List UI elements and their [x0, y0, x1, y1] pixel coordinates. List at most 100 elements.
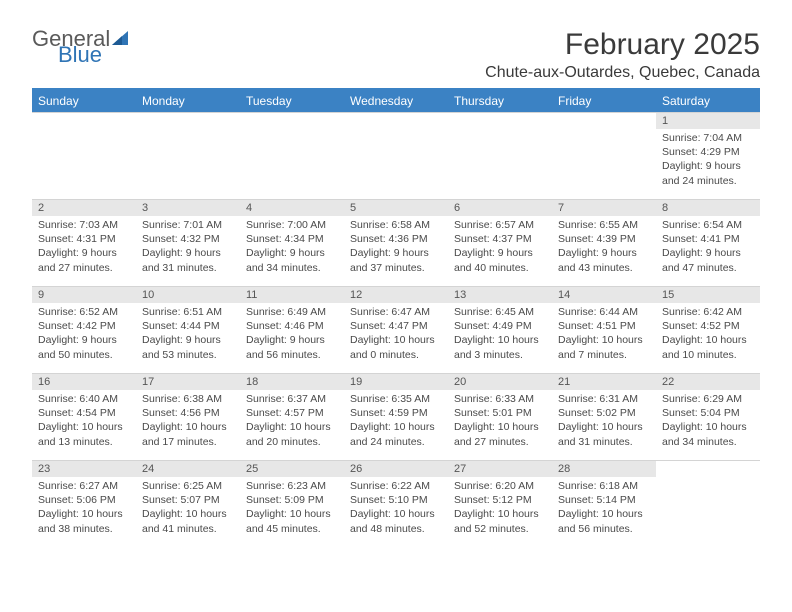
sunset-line: Sunset: 5:02 PM: [558, 406, 650, 420]
sunrise-line: Sunrise: 6:57 AM: [454, 218, 546, 232]
day-detail-cell: Sunrise: 6:27 AMSunset: 5:06 PMDaylight:…: [32, 477, 136, 547]
day-number-cell: 13: [448, 286, 552, 303]
sunset-line: Sunset: 4:29 PM: [662, 145, 754, 159]
day-detail-cell: Sunrise: 7:00 AMSunset: 4:34 PMDaylight:…: [240, 216, 344, 286]
sunrise-line: Sunrise: 6:31 AM: [558, 392, 650, 406]
day-number-cell: [552, 112, 656, 129]
day-detail-cell: Sunrise: 7:04 AMSunset: 4:29 PMDaylight:…: [656, 129, 760, 199]
day-number-cell: 3: [136, 199, 240, 216]
sunrise-line: Sunrise: 6:49 AM: [246, 305, 338, 319]
sunrise-line: Sunrise: 6:51 AM: [142, 305, 234, 319]
day-number-cell: 10: [136, 286, 240, 303]
day-detail-cell: Sunrise: 6:54 AMSunset: 4:41 PMDaylight:…: [656, 216, 760, 286]
sunrise-line: Sunrise: 6:44 AM: [558, 305, 650, 319]
sunset-line: Sunset: 4:51 PM: [558, 319, 650, 333]
day-detail-cell: [240, 129, 344, 199]
day-content-row: Sunrise: 6:40 AMSunset: 4:54 PMDaylight:…: [32, 390, 760, 460]
day-detail-cell: Sunrise: 6:55 AMSunset: 4:39 PMDaylight:…: [552, 216, 656, 286]
day-detail-cell: Sunrise: 6:20 AMSunset: 5:12 PMDaylight:…: [448, 477, 552, 547]
day-content-row: Sunrise: 6:27 AMSunset: 5:06 PM Daylight:…: [32, 477, 760, 547]
day-detail-cell: Sunrise: 6:23 AMSunset: 5:09 PMDaylight:…: [240, 477, 344, 547]
daylight-line: Daylight: 10 hours and 3 minutes.: [454, 333, 546, 361]
day-detail-cell: Sunrise: 6:47 AMSunset: 4:47 PMDaylight:…: [344, 303, 448, 373]
sunset-line: Sunset: 4:59 PM: [350, 406, 442, 420]
sunrise-line: Sunrise: 6:18 AM: [558, 479, 650, 493]
day-detail-cell: Sunrise: 6:49 AMSunset: 4:46 PMDaylight:…: [240, 303, 344, 373]
day-number-row: 16171819202122: [32, 373, 760, 390]
daylight-line: Daylight: 9 hours and 31 minutes.: [142, 246, 234, 274]
sunrise-line: Sunrise: 6:40 AM: [38, 392, 130, 406]
sunset-line: Sunset: 4:41 PM: [662, 232, 754, 246]
day-number-cell: 21: [552, 373, 656, 390]
sunrise-line: Sunrise: 6:55 AM: [558, 218, 650, 232]
sunset-line: Sunset: 5:12 PM: [454, 493, 546, 507]
day-number-cell: 12: [344, 286, 448, 303]
daylight-line: Daylight: 10 hours and 10 minutes.: [662, 333, 754, 361]
sunset-line: Sunset: 4:34 PM: [246, 232, 338, 246]
weekday-header: Saturday: [656, 90, 760, 112]
daylight-line: Daylight: 9 hours and 56 minutes.: [246, 333, 338, 361]
day-number-cell: 18: [240, 373, 344, 390]
day-number-cell: 24: [136, 460, 240, 477]
day-number-cell: 26: [344, 460, 448, 477]
weekday-header: Sunday: [32, 90, 136, 112]
day-number-cell: 7: [552, 199, 656, 216]
sunrise-line: Sunrise: 7:01 AM: [142, 218, 234, 232]
sunset-line: Sunset: 4:44 PM: [142, 319, 234, 333]
day-number-cell: [32, 112, 136, 129]
calendar-page: General Blue February 2025 Chute-aux-Out…: [0, 0, 792, 567]
sunset-line: Sunset: 4:49 PM: [454, 319, 546, 333]
day-detail-cell: Sunrise: 6:35 AMSunset: 4:59 PMDaylight:…: [344, 390, 448, 460]
brand-word-blue: Blue: [58, 44, 132, 66]
weekday-header: Friday: [552, 90, 656, 112]
daylight-line: Daylight: 10 hours and 7 minutes.: [558, 333, 650, 361]
day-number-cell: [344, 112, 448, 129]
day-content-row: Sunrise: 7:04 AMSunset: 4:29 PMDaylight:…: [32, 129, 760, 199]
sunset-line: Sunset: 5:06 PM: [38, 493, 130, 507]
day-detail-cell: Sunrise: 6:29 AMSunset: 5:04 PMDaylight:…: [656, 390, 760, 460]
day-detail-cell: Sunrise: 6:31 AMSunset: 5:02 PMDaylight:…: [552, 390, 656, 460]
day-number-cell: 11: [240, 286, 344, 303]
sunset-line: Sunset: 5:14 PM: [558, 493, 650, 507]
day-detail-cell: Sunrise: 6:44 AMSunset: 4:51 PMDaylight:…: [552, 303, 656, 373]
day-detail-cell: [448, 129, 552, 199]
sunrise-line: Sunrise: 6:54 AM: [662, 218, 754, 232]
day-number-cell: 22: [656, 373, 760, 390]
daylight-line: Daylight: 9 hours and 47 minutes.: [662, 246, 754, 274]
daylight-line: Daylight: 9 hours and 50 minutes.: [38, 333, 130, 361]
daylight-line: Daylight: 10 hours and 41 minutes.: [142, 507, 234, 535]
weekday-header: Thursday: [448, 90, 552, 112]
day-detail-cell: Sunrise: 6:58 AMSunset: 4:36 PMDaylight:…: [344, 216, 448, 286]
day-number-cell: 14: [552, 286, 656, 303]
day-number-cell: 5: [344, 199, 448, 216]
day-number-cell: [656, 460, 760, 477]
sunrise-line: Sunrise: 7:03 AM: [38, 218, 130, 232]
day-detail-cell: Sunrise: 7:01 AMSunset: 4:32 PMDaylight:…: [136, 216, 240, 286]
sunset-line: Sunset: 4:52 PM: [662, 319, 754, 333]
daylight-line: Daylight: 10 hours and 45 minutes.: [246, 507, 338, 535]
sunrise-line: Sunrise: 6:25 AM: [142, 479, 234, 493]
day-number-cell: 1: [656, 112, 760, 129]
sunset-line: Sunset: 4:39 PM: [558, 232, 650, 246]
sunrise-line: Sunrise: 6:35 AM: [350, 392, 442, 406]
sunrise-line: Sunrise: 6:27 AM: [38, 479, 130, 493]
day-number-cell: 2: [32, 199, 136, 216]
daylight-line: Daylight: 10 hours and 20 minutes.: [246, 420, 338, 448]
title-block: February 2025 Chute-aux-Outardes, Quebec…: [485, 28, 760, 82]
sunset-line: Sunset: 4:46 PM: [246, 319, 338, 333]
header: General Blue February 2025 Chute-aux-Out…: [32, 28, 760, 82]
sunrise-line: Sunrise: 7:04 AM: [662, 131, 754, 145]
day-detail-cell: Sunrise: 6:38 AMSunset: 4:56 PMDaylight:…: [136, 390, 240, 460]
day-detail-cell: Sunrise: 7:03 AMSunset: 4:31 PMDaylight:…: [32, 216, 136, 286]
weekday-header: Wednesday: [344, 90, 448, 112]
day-detail-cell: [552, 129, 656, 199]
day-number-cell: 23: [32, 460, 136, 477]
day-number-cell: 19: [344, 373, 448, 390]
day-number-row: 9101112131415: [32, 286, 760, 303]
weekday-header: Monday: [136, 90, 240, 112]
sunset-line: Sunset: 4:31 PM: [38, 232, 130, 246]
daylight-line: Daylight: 10 hours and 17 minutes.: [142, 420, 234, 448]
day-number-cell: 27: [448, 460, 552, 477]
day-number-cell: [448, 112, 552, 129]
day-number-cell: [240, 112, 344, 129]
